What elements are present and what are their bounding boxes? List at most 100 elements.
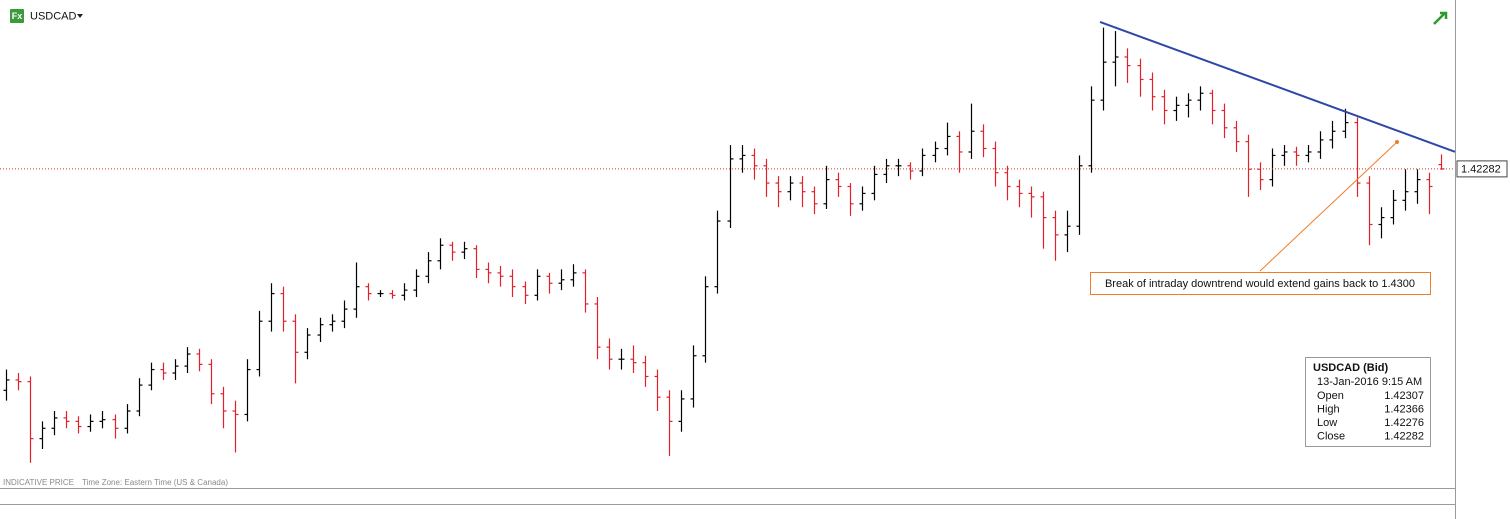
- ohlc-bar: [1378, 207, 1385, 239]
- ohlc-bar: [497, 265, 504, 287]
- ohlc-bar: [1197, 86, 1204, 111]
- ohlc-bar: [63, 411, 70, 429]
- ohlc-bar: [304, 328, 311, 360]
- ohlc-bar: [944, 122, 951, 156]
- symbol[interactable]: USDCAD: [30, 10, 77, 22]
- ohlc-bar: [1414, 169, 1421, 204]
- ohlc-bar: [1028, 186, 1035, 218]
- ohlc-bar: [1052, 210, 1059, 261]
- ohlc-bar: [811, 186, 818, 215]
- ohlc-bar: [473, 245, 480, 279]
- annotation-arrow: [1259, 142, 1397, 272]
- ohlc-bar: [1185, 93, 1192, 118]
- ohlc-bar: [522, 281, 529, 304]
- last-price-box: [1456, 160, 1508, 178]
- ohlc-bar: [39, 421, 46, 450]
- info-value: 1.42307: [1384, 390, 1424, 402]
- trend-line: [1099, 20, 1456, 153]
- ohlc-bar: [485, 262, 492, 284]
- ohlc-bar: [1390, 189, 1397, 225]
- ohlc-bar: [895, 158, 902, 177]
- ohlc-bar: [1402, 169, 1409, 211]
- ohlc-bar: [570, 264, 577, 287]
- symbol-dropdown[interactable]: [77, 14, 83, 18]
- ohlc-bar: [1281, 145, 1288, 166]
- ohlc-bar: [172, 359, 179, 380]
- ohlc-bar: [3, 369, 10, 401]
- ohlc-bar: [353, 262, 360, 318]
- ohlc-bar: [317, 317, 324, 342]
- ohlc-bar: [558, 269, 565, 291]
- ohlc-bar: [1076, 155, 1083, 235]
- ohlc-bar: [534, 269, 541, 301]
- x-axis-panel: [0, 488, 1455, 519]
- ohlc-bar: [1064, 210, 1071, 253]
- info-field: Low: [1317, 417, 1337, 429]
- ohlc-bar: [630, 345, 637, 374]
- ohlc-bar: [980, 124, 987, 158]
- ohlc-bar: [1342, 108, 1349, 139]
- ohlc-bar: [907, 162, 914, 180]
- ohlc-bar: [919, 148, 926, 177]
- ohlc-bar: [1149, 72, 1156, 111]
- annotation-arrow-head: [1395, 140, 1399, 144]
- ohlc-bar: [184, 347, 191, 374]
- info-time: 13-Jan-2016 9:15 AM: [1317, 376, 1422, 388]
- ohlc-bar: [99, 411, 106, 429]
- ohlc-bar: [847, 183, 854, 216]
- fx-icon-text: Fx: [12, 11, 23, 21]
- ohlc-bar: [739, 145, 746, 173]
- ohlc-bar: [1426, 172, 1433, 215]
- info-title: USDCAD (Bid): [1313, 362, 1388, 374]
- fx-icon[interactable]: [10, 9, 24, 23]
- ohlc-bar: [763, 158, 770, 197]
- ohlc-bar: [1269, 148, 1276, 187]
- ohlc-bar: [1100, 27, 1107, 111]
- ohlc-bar: [196, 348, 203, 372]
- ohlc-bar: [449, 241, 456, 261]
- ohlc-bar: [425, 252, 432, 284]
- ohlc-bar: [1233, 120, 1240, 152]
- ohlc-bar: [437, 238, 444, 270]
- ohlc-bar: [690, 345, 697, 408]
- ohlc-bar: [799, 176, 806, 208]
- ohlc-bar: [509, 269, 516, 298]
- ohlc-bar: [232, 400, 239, 453]
- ohlc-bar: [714, 210, 721, 294]
- ohlc-bar: [1004, 165, 1011, 201]
- ohlc-bar: [932, 141, 939, 163]
- ohlc-bar: [1124, 48, 1131, 83]
- ohlc-bar: [1016, 179, 1023, 208]
- ohlc-bar: [1112, 31, 1119, 87]
- info-value: 1.42366: [1384, 403, 1424, 415]
- ohlc-bar: [148, 362, 155, 391]
- ohlc-bar: [883, 158, 890, 184]
- ohlc-bar: [292, 314, 299, 384]
- indicative-note: INDICATIVE PRICE: [3, 478, 74, 487]
- ohlc-bar: [329, 314, 336, 332]
- ohlc-bar: [702, 276, 709, 363]
- ohlc-bar: [208, 359, 215, 405]
- ohlc-bar: [87, 414, 94, 432]
- info-box: [1305, 357, 1431, 447]
- ohlc-bar: [341, 300, 348, 329]
- ohlc-bar: [956, 131, 963, 173]
- ohlc-bar: [220, 386, 227, 429]
- ohlc-bar: [1329, 120, 1336, 149]
- ohlc-bar: [112, 414, 119, 439]
- info-value: 1.42276: [1384, 417, 1424, 429]
- info-field: High: [1317, 403, 1340, 415]
- ohlc-bar: [642, 355, 649, 387]
- ohlc-bar: [618, 348, 625, 370]
- ohlc-bar: [654, 369, 661, 412]
- annotation-box: [1090, 272, 1431, 295]
- ohlc-bar: [968, 103, 975, 159]
- overlay: 1.42282 Break of intraday downtrend would…: [0, 20, 1508, 447]
- ohlc-bar: [835, 172, 842, 197]
- ohlc-bar: [377, 290, 384, 298]
- ohlc-bar: [666, 390, 673, 456]
- trend-icon[interactable]: [1433, 11, 1448, 25]
- ohlc-bar: [75, 416, 82, 434]
